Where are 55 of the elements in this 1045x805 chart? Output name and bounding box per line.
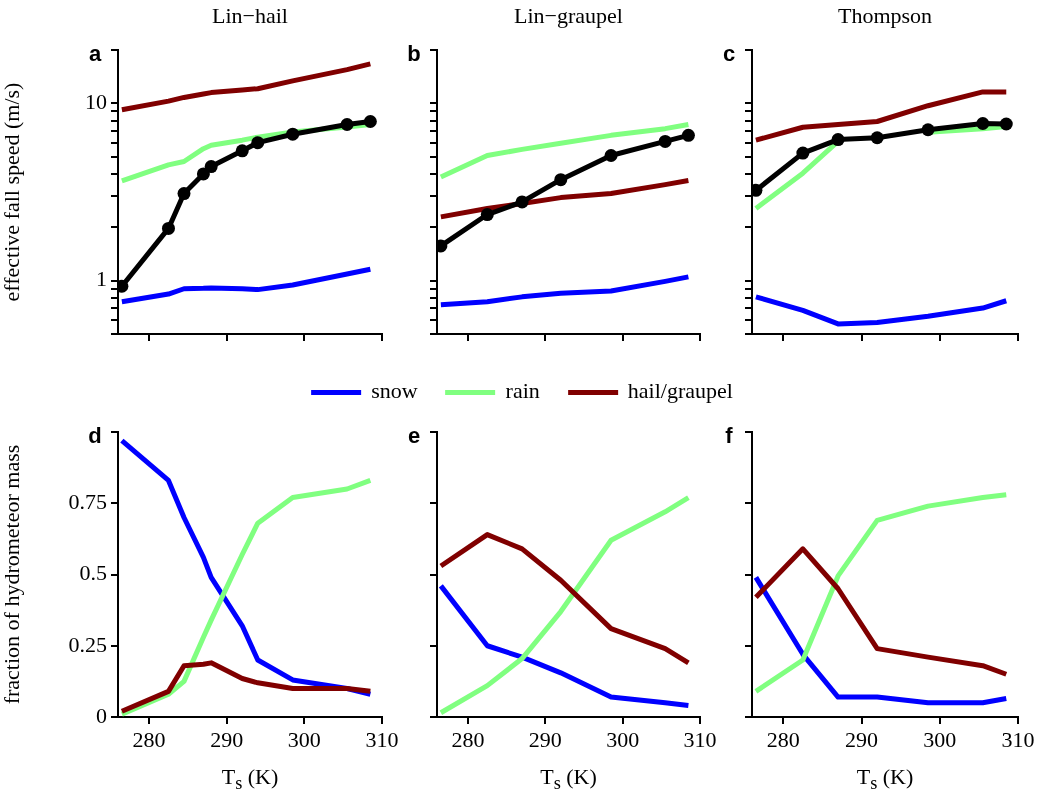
point [235, 144, 249, 158]
chart-title: Lin−hail [212, 2, 288, 28]
y-tick-label: 10 [85, 89, 107, 115]
point [161, 221, 175, 235]
legend-label: rain [505, 378, 540, 403]
x-tick-label: 290 [528, 726, 562, 752]
y-tick-label: 0.5 [79, 560, 107, 586]
text: a [88, 41, 102, 67]
point [976, 116, 990, 130]
point [831, 133, 845, 147]
y-axis-title: fraction of hydrometeor mass [0, 444, 24, 705]
x-tick-label: 280 [766, 726, 800, 752]
point [286, 127, 300, 141]
x-axis-title: T$_{s}$ (K) [220, 764, 280, 795]
x-axis-title: T$_{s}$ (K) [539, 764, 598, 795]
text: e [407, 423, 421, 449]
point [515, 195, 529, 209]
text: d [88, 423, 102, 449]
text: b [407, 41, 421, 67]
point [999, 117, 1013, 131]
point [604, 149, 618, 163]
point [796, 146, 810, 160]
y-tick-label: 1 [96, 266, 107, 292]
x-tick-label: 310 [365, 726, 399, 752]
chart-title: Lin−graupel [514, 2, 623, 28]
legend-label: hail/graupel [627, 378, 733, 403]
point [870, 131, 884, 145]
legend-label: snow [371, 378, 418, 403]
point [554, 173, 568, 187]
y-tick-label: 0.75 [68, 489, 107, 515]
y-tick-label: 0.25 [68, 631, 107, 657]
point [204, 160, 218, 174]
x-tick-label: 300 [606, 726, 640, 752]
x-axis-title: T$_{s}$ (K) [855, 764, 915, 795]
point [480, 208, 494, 222]
chart-title: Thompson [837, 2, 933, 28]
x-tick-label: 300 [287, 726, 321, 752]
x-tick-label: 280 [132, 726, 166, 752]
text: c [722, 41, 736, 67]
x-tick-label: 290 [210, 726, 244, 752]
x-tick-label: 310 [1001, 726, 1035, 752]
x-tick-label: 280 [451, 726, 485, 752]
y-axis-title: effective fall speed (m/s) [0, 82, 24, 302]
point [177, 187, 191, 201]
text: f [725, 423, 734, 449]
y-tick-label: 0 [96, 702, 107, 728]
point [340, 117, 354, 131]
point [658, 134, 672, 148]
x-tick-label: 310 [683, 726, 717, 752]
point [681, 128, 695, 142]
point [921, 123, 935, 137]
x-tick-label: 300 [923, 726, 957, 752]
point [251, 136, 265, 150]
point [363, 115, 377, 129]
x-tick-label: 290 [845, 726, 879, 752]
